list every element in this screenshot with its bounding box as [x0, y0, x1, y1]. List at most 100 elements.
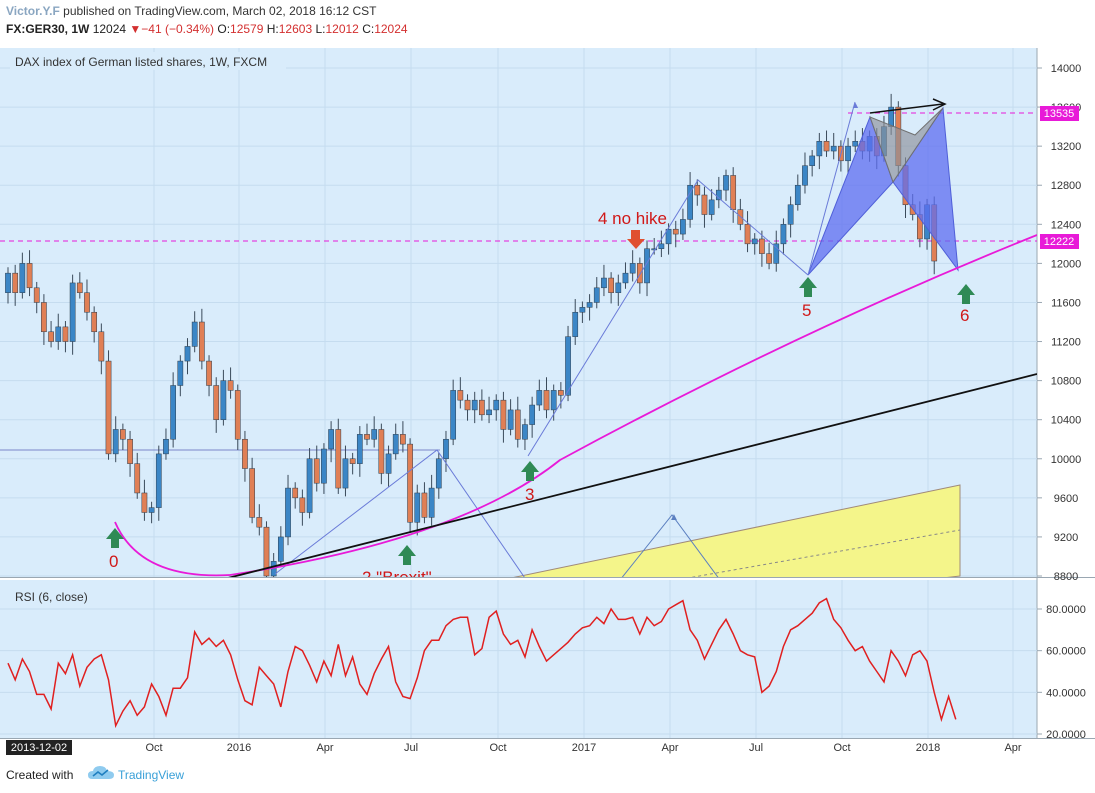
- candle-body[interactable]: [629, 263, 636, 274]
- candle-body[interactable]: [479, 399, 485, 416]
- candle-body[interactable]: [256, 517, 263, 528]
- candle-body[interactable]: [249, 468, 255, 518]
- candle-body[interactable]: [773, 243, 780, 264]
- candle-body[interactable]: [292, 487, 299, 499]
- candle-body[interactable]: [507, 409, 514, 430]
- candle-body[interactable]: [572, 311, 579, 337]
- candle-body[interactable]: [723, 175, 729, 191]
- price-channel[interactable]: [405, 484, 961, 640]
- top-trend-arrow[interactable]: [869, 103, 944, 114]
- candle-body[interactable]: [579, 307, 586, 313]
- candle-body[interactable]: [313, 458, 320, 484]
- candle-body[interactable]: [62, 326, 69, 342]
- rsi-line[interactable]: [7, 597, 957, 729]
- candle-body[interactable]: [112, 429, 119, 455]
- candle-body[interactable]: [529, 404, 535, 425]
- candle-body[interactable]: [19, 263, 26, 293]
- candle-body[interactable]: [802, 165, 808, 186]
- candle-body[interactable]: [464, 399, 471, 411]
- candle-body[interactable]: [400, 434, 406, 445]
- candle-body[interactable]: [12, 272, 19, 293]
- candle-body[interactable]: [120, 429, 126, 440]
- candle-body[interactable]: [665, 228, 672, 245]
- candle-body[interactable]: [155, 453, 162, 508]
- candle-body[interactable]: [141, 492, 148, 513]
- candle-body[interactable]: [565, 336, 571, 396]
- candle-body[interactable]: [622, 272, 629, 284]
- candle-body[interactable]: [335, 429, 342, 489]
- candle-body[interactable]: [105, 360, 112, 455]
- candle-body[interactable]: [694, 184, 701, 196]
- candle-body[interactable]: [500, 399, 507, 430]
- candle-body[interactable]: [328, 429, 334, 450]
- candle-body[interactable]: [493, 399, 500, 411]
- candle-body[interactable]: [644, 248, 650, 284]
- candle-body[interactable]: [177, 360, 184, 386]
- candle-body[interactable]: [730, 175, 737, 210]
- candle-body[interactable]: [48, 331, 54, 342]
- candle-body[interactable]: [593, 287, 600, 303]
- candle-body[interactable]: [471, 399, 478, 411]
- candle-body[interactable]: [213, 385, 220, 420]
- candle-body[interactable]: [701, 194, 708, 215]
- candle-body[interactable]: [450, 390, 457, 440]
- candle-body[interactable]: [277, 536, 284, 562]
- candle-body[interactable]: [744, 224, 751, 245]
- candle-body[interactable]: [407, 443, 413, 523]
- candle-body[interactable]: [759, 238, 765, 254]
- candle-body[interactable]: [830, 145, 837, 152]
- time-axis[interactable]: [0, 739, 1095, 760]
- wave-line-1[interactable]: [274, 449, 540, 600]
- candle-body[interactable]: [536, 390, 543, 406]
- tradingview-cloud-icon[interactable]: [88, 766, 114, 783]
- candle-body[interactable]: [227, 380, 234, 391]
- candle-body[interactable]: [184, 346, 191, 362]
- tradingview-brand-link[interactable]: TradingView: [118, 768, 185, 782]
- candle-body[interactable]: [787, 204, 794, 225]
- candle-body[interactable]: [486, 409, 492, 416]
- author-link[interactable]: Victor.Y.F: [6, 4, 60, 18]
- candle-body[interactable]: [263, 526, 270, 577]
- candle-body[interactable]: [84, 292, 90, 313]
- candle-body[interactable]: [823, 141, 830, 152]
- candle-body[interactable]: [715, 189, 722, 201]
- rsi-pane[interactable]: [0, 580, 1037, 738]
- candle-body[interactable]: [392, 434, 399, 455]
- candle-body[interactable]: [651, 248, 658, 251]
- symbol-name[interactable]: FX:GER30, 1W: [6, 22, 90, 36]
- candle-body[interactable]: [766, 253, 772, 264]
- candle-body[interactable]: [170, 385, 176, 440]
- candle-body[interactable]: [33, 287, 40, 303]
- candle-body[interactable]: [601, 277, 607, 289]
- candle-body[interactable]: [558, 390, 564, 396]
- candle-body[interactable]: [550, 390, 557, 411]
- candle-body[interactable]: [751, 238, 758, 245]
- candle-body[interactable]: [148, 507, 155, 513]
- candle-body[interactable]: [543, 390, 550, 411]
- candle-body[interactable]: [5, 272, 11, 293]
- candle-body[interactable]: [608, 277, 614, 293]
- candle-body[interactable]: [522, 424, 528, 440]
- price-chart[interactable]: Oct 2016 Apr Jul Oct 2017 Apr Jul Oct 2018 Apr 140…: [0, 40, 1095, 760]
- candle-body[interactable]: [285, 487, 291, 538]
- candle-body[interactable]: [636, 263, 643, 284]
- projection-line-5[interactable]: [807, 101, 856, 276]
- candle-body[interactable]: [809, 155, 816, 166]
- candle-body[interactable]: [852, 141, 859, 147]
- wave-line-2[interactable]: [527, 179, 809, 457]
- magenta-support-curve[interactable]: [229, 234, 1037, 576]
- candle-body[interactable]: [428, 487, 435, 518]
- candle-body[interactable]: [356, 434, 363, 464]
- candle-body[interactable]: [220, 380, 227, 420]
- candle-body[interactable]: [321, 448, 327, 484]
- candle-body[interactable]: [26, 263, 33, 289]
- candle-body[interactable]: [658, 243, 665, 249]
- candle-body[interactable]: [349, 458, 356, 464]
- candle-body[interactable]: [234, 390, 241, 440]
- candle-body[interactable]: [672, 228, 679, 235]
- candle-body[interactable]: [414, 492, 421, 523]
- candle-body[interactable]: [306, 458, 313, 513]
- candle-body[interactable]: [342, 458, 349, 489]
- candle-body[interactable]: [680, 219, 686, 235]
- bottom-arc[interactable]: [114, 521, 231, 577]
